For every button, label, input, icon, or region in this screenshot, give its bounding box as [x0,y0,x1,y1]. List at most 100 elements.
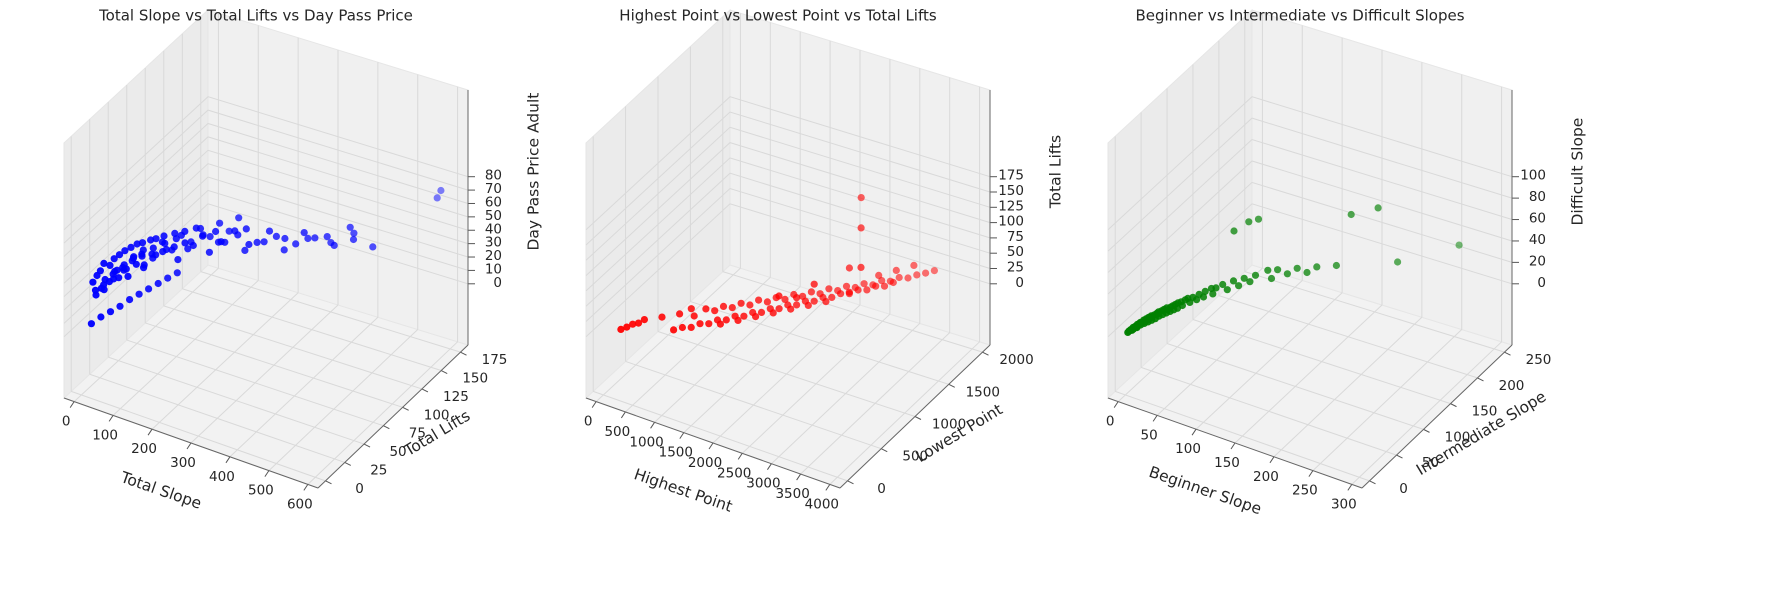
data-point [716,320,725,328]
z-tick-label: 100 [998,214,1024,230]
data-point [1246,278,1254,286]
data-point [152,235,160,243]
x-tick-label: 500 [248,483,274,499]
y-tick-label: 0 [355,481,364,497]
data-point [292,240,300,248]
x-tick [303,484,309,491]
y-axis-line [839,344,991,489]
z-tick-label: 0 [493,275,502,291]
x-tick [767,463,772,470]
z-tick-label: 80 [1529,189,1546,205]
y-tick [1450,403,1457,408]
data-point [763,298,772,306]
data-point [330,241,338,249]
y-gridline [182,288,442,372]
data-point [260,238,268,246]
y-gridline [163,305,423,390]
x-gridline [112,280,259,416]
y-tick [402,406,409,411]
y-tick [421,388,429,393]
y-tick-label: 500 [902,449,928,465]
y-gridline [200,271,461,353]
y-gridline [1192,319,1451,405]
x-tick-label: 250 [1292,483,1318,499]
z-gridline [585,187,991,322]
data-point [711,307,719,315]
x-tick-label: 150 [1214,455,1240,471]
data-point [1283,270,1291,278]
data-point [1207,284,1215,293]
data-point [617,325,625,333]
data-point [734,316,742,324]
y-gridline [1140,366,1397,456]
x-axis-line [585,397,841,489]
data-point [253,238,261,246]
data-point [106,308,115,316]
y-tick-label: 150 [1472,404,1498,420]
x-tick [69,401,75,408]
x-tick-label: 600 [287,496,313,512]
z-tick-label: 0 [1537,275,1546,291]
z-tick-label: 100 [1520,168,1546,184]
data-point [793,294,801,302]
data-point [793,301,801,309]
x-tick-label: 300 [170,455,196,471]
data-point [140,264,148,272]
data-point [87,320,95,328]
data-point [755,296,763,304]
data-point [212,227,220,236]
data-point [687,323,695,331]
data-point [1223,286,1231,294]
z-gridline [63,163,469,298]
x-tick-label: 50 [1141,427,1158,443]
data-point [676,310,684,318]
x-gridline [151,292,299,430]
y-gridline [625,360,882,450]
y-tick-label: 1000 [932,417,966,433]
z-gridline [63,122,469,257]
data-point [173,269,181,277]
chart-title: Beginner vs Intermediate vs Difficult Sl… [1135,7,1464,25]
y-tick [325,480,332,485]
z-tick-label: 75 [1007,229,1024,245]
y-gridline [722,271,983,353]
data-point [705,320,713,328]
data-point [1229,277,1238,285]
z-gridline [63,109,469,244]
data-point [189,241,197,250]
y-tick [1369,480,1376,485]
data-point [300,229,308,237]
chart-title: Total Slope vs Total Lifts vs Day Pass P… [98,7,413,25]
y-tick-label: 0 [877,481,886,497]
data-point [878,277,886,285]
data-point [775,305,783,313]
y-gridline [89,373,345,463]
data-point [174,256,182,264]
data-point [1219,280,1227,289]
data-point [1254,215,1263,223]
x-tick-label: 1500 [659,445,693,461]
data-point [311,234,319,242]
data-point [857,194,865,202]
data-point [837,290,845,298]
data-point [737,299,745,307]
z-tick-label: 40 [485,221,502,237]
z-tick-label: 10 [485,261,502,277]
x-tick [825,484,831,491]
data-point [105,278,113,286]
data-point [1230,227,1238,235]
y-tick [344,462,352,466]
x-axis-line [63,397,319,489]
data-point [245,240,253,249]
x-tick [620,411,626,419]
x-tick [264,470,270,477]
y-tick-label: 100 [424,407,450,423]
data-point [149,244,157,252]
y-tick [847,480,854,485]
z-tick-label: 50 [485,208,502,224]
x-tick [796,473,802,481]
data-point [634,319,643,327]
y-axis-label: Lowest Point [913,400,1006,466]
data-point [433,194,441,202]
y-tick [1477,377,1484,382]
